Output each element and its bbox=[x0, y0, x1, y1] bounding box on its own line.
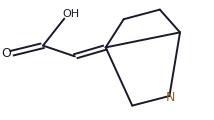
Text: O: O bbox=[1, 47, 11, 60]
Text: OH: OH bbox=[62, 9, 79, 19]
Text: N: N bbox=[166, 91, 175, 104]
